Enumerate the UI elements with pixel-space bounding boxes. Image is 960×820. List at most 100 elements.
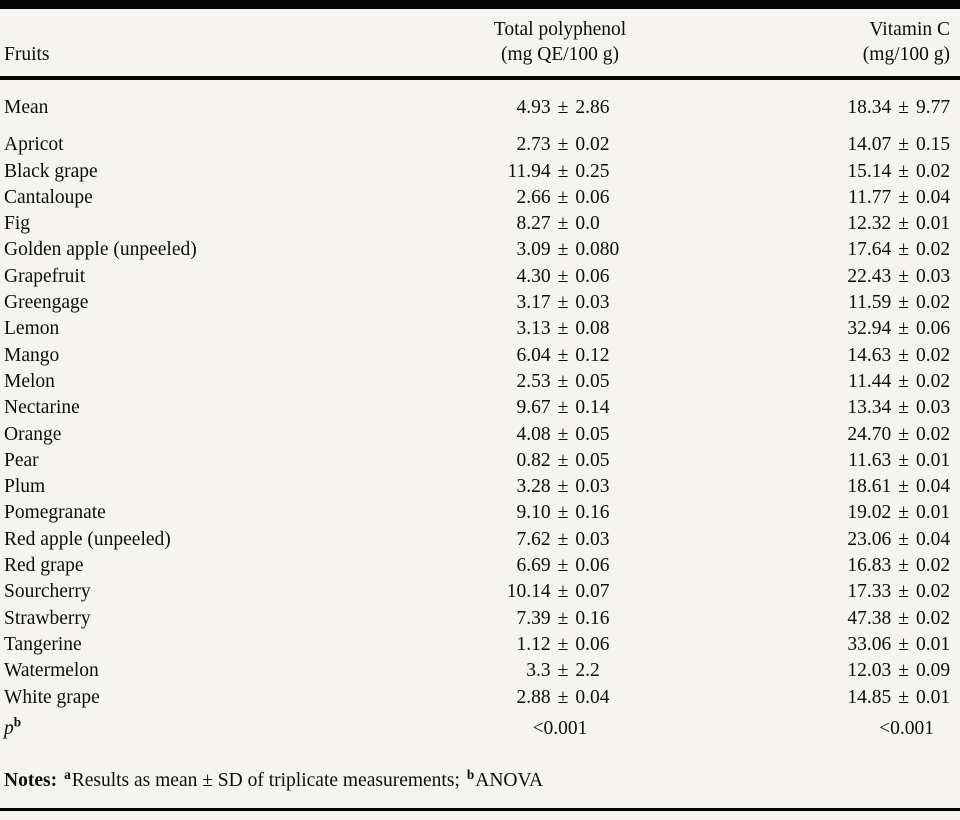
value-sd: 0.06 — [575, 186, 610, 208]
value-sd: 0.25 — [575, 160, 610, 182]
table-row: Melon 2.53 ±0.05 11.44 ±0.02 — [0, 369, 960, 395]
vitaminc-value: 17.64 ±0.02 — [700, 237, 960, 263]
value-mean: 7.39 — [516, 607, 551, 629]
vitaminc-value: 18.61 ±0.04 — [700, 474, 960, 500]
measurement: 2.53 ±0.05 — [493, 369, 628, 395]
value-sd: 0.02 — [916, 239, 951, 261]
plus-minus-sign: ± — [557, 97, 569, 118]
table-row: Mean 4.93 ±2.86 18.34 ±9.77 — [0, 78, 960, 132]
plus-minus-sign: ± — [898, 633, 909, 655]
measurement: 19.02 ±0.01 — [837, 500, 958, 526]
fruit-name: Greengage — [4, 292, 89, 314]
measurement: 2.73 ±0.02 — [493, 132, 628, 158]
vitaminc-value: 24.70 ±0.02 — [700, 422, 960, 448]
plus-minus-sign: ± — [898, 344, 909, 366]
polyphenol-value: 3.28 ±0.03 — [420, 474, 700, 500]
plus-minus-sign: ± — [557, 449, 569, 471]
value-sd: 0.03 — [575, 292, 610, 314]
measurement: 16.83 ±0.02 — [837, 553, 958, 579]
polyphenol-value: 10.14 ±0.07 — [420, 579, 700, 605]
plus-minus-sign: ± — [898, 502, 909, 524]
fruit-name: Grapefruit — [4, 265, 86, 287]
value-sd: 0.080 — [575, 239, 620, 261]
value-mean: 24.70 — [847, 423, 892, 445]
measurement: 11.77 ±0.04 — [837, 185, 958, 211]
notes-text-b: ANOVA — [475, 770, 544, 792]
polyphenol-value: 6.04 ±0.12 — [420, 343, 700, 369]
value-mean: 11.63 — [848, 449, 892, 471]
measurement: 12.03 ±0.09 — [837, 658, 958, 684]
value-sd: 0.12 — [575, 344, 610, 366]
value-mean: 14.85 — [847, 686, 892, 708]
value-mean: 3.3 — [526, 660, 551, 682]
value-mean: 2.88 — [516, 686, 551, 708]
measurement: 22.43 ±0.03 — [837, 264, 958, 290]
vitaminc-pvalue: <0.001 — [879, 717, 934, 739]
measurement: 11.63 ±0.01 — [837, 448, 958, 474]
plus-minus-sign: ± — [898, 265, 909, 287]
value-mean: 33.06 — [847, 633, 892, 655]
header-total-polyphenol: Total polyphenol (mg QE/100 g) — [420, 9, 700, 80]
plus-minus-sign: ± — [898, 160, 909, 182]
value-mean: 23.06 — [847, 528, 892, 550]
value-mean: 11.94 — [507, 160, 551, 182]
measurement: 14.85 ±0.01 — [837, 685, 958, 711]
measurement: 3.13 ±0.08 — [493, 316, 628, 342]
plus-minus-sign: ± — [898, 660, 909, 682]
value-mean: 8.27 — [516, 213, 551, 235]
measurement: 17.33 ±0.02 — [837, 579, 958, 605]
value-sd: 0.06 — [575, 555, 610, 577]
measurement: 18.61 ±0.04 — [837, 474, 958, 500]
table-row: Lemon 3.13 ±0.08 32.94 ±0.06 — [0, 316, 960, 342]
p-symbol: p — [4, 717, 14, 739]
measurement: 4.30 ±0.06 — [493, 264, 628, 290]
value-sd: 0.01 — [916, 686, 951, 708]
plus-minus-sign: ± — [898, 213, 909, 235]
vitaminc-value: 11.59 ±0.02 — [700, 290, 960, 316]
table-row: Pear 0.82 ±0.05 11.63 ±0.01 — [0, 448, 960, 474]
vitaminc-value: 12.03 ±0.09 — [700, 658, 960, 684]
value-sd: 0.04 — [916, 528, 951, 550]
header-vitamin-c: Vitamin C (mg/100 g) — [700, 9, 960, 80]
fruit-name: Melon — [4, 370, 55, 392]
fruit-name: Mean — [4, 97, 49, 118]
value-mean: 3.28 — [516, 476, 551, 498]
value-sd: 0.08 — [575, 318, 610, 340]
value-sd: 0.05 — [575, 449, 610, 471]
value-mean: 10.14 — [506, 581, 551, 603]
notes-text-a: Results as mean ± SD of triplicate measu… — [71, 770, 460, 792]
vitaminc-value: 17.33 ±0.02 — [700, 579, 960, 605]
vitaminc-value: 16.83 ±0.02 — [700, 553, 960, 579]
polyphenol-value: 4.93 ±2.86 — [420, 78, 700, 132]
measurement: 9.67 ±0.14 — [493, 395, 628, 421]
measurement: 2.88 ±0.04 — [493, 685, 628, 711]
vitaminc-value: 18.34 ±9.77 — [700, 78, 960, 132]
value-mean: 9.10 — [516, 502, 551, 524]
value-sd: 9.77 — [916, 97, 951, 118]
value-sd: 0.0 — [575, 213, 600, 235]
table-row: Black grape 11.94 ±0.25 15.14 ±0.02 — [0, 159, 960, 185]
polyphenol-value: 1.12 ±0.06 — [420, 632, 700, 658]
table-header: Fruits Total polyphenol (mg QE/100 g) Vi… — [0, 9, 960, 80]
vitaminc-value: 12.32 ±0.01 — [700, 211, 960, 237]
measurement: 11.59 ±0.02 — [837, 290, 958, 316]
value-mean: 6.69 — [516, 555, 551, 577]
plus-minus-sign: ± — [557, 292, 569, 314]
measurement: 7.62 ±0.03 — [493, 527, 628, 553]
fruit-name: Tangerine — [4, 633, 82, 655]
plus-minus-sign: ± — [557, 344, 569, 366]
fruit-name: Black grape — [4, 160, 98, 182]
plus-minus-sign: ± — [898, 555, 909, 577]
polyphenol-value: 2.53 ±0.05 — [420, 369, 700, 395]
value-mean: 4.08 — [516, 423, 551, 445]
value-sd: 0.01 — [916, 449, 951, 471]
fruit-name: Golden apple (unpeeled) — [4, 239, 197, 261]
plus-minus-sign: ± — [898, 528, 909, 550]
value-sd: 0.07 — [575, 581, 610, 603]
value-sd: 0.02 — [916, 581, 951, 603]
measurement: 18.34 ±9.77 — [837, 95, 958, 121]
plus-minus-sign: ± — [557, 239, 569, 261]
value-sd: 0.04 — [575, 686, 610, 708]
value-mean: 17.33 — [847, 581, 892, 603]
plus-minus-sign: ± — [898, 581, 909, 603]
